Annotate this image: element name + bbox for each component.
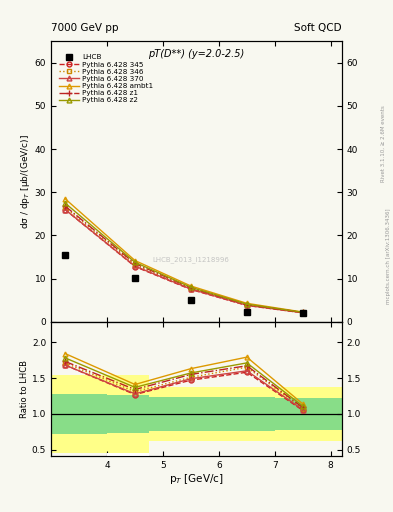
Y-axis label: dσ / dp$_T$ [μb/(GeV/c)]: dσ / dp$_T$ [μb/(GeV/c)]: [19, 134, 32, 229]
Text: mcplots.cern.ch [arXiv:1306.3436]: mcplots.cern.ch [arXiv:1306.3436]: [386, 208, 391, 304]
Text: Soft QCD: Soft QCD: [294, 23, 342, 33]
Text: pT(D**) (y=2.0-2.5): pT(D**) (y=2.0-2.5): [149, 49, 244, 59]
Text: 7000 GeV pp: 7000 GeV pp: [51, 23, 119, 33]
X-axis label: p$_T$ [GeV/c]: p$_T$ [GeV/c]: [169, 472, 224, 486]
Legend: LHCB, Pythia 6.428 345, Pythia 6.428 346, Pythia 6.428 370, Pythia 6.428 ambt1, : LHCB, Pythia 6.428 345, Pythia 6.428 346…: [58, 53, 155, 105]
Text: Rivet 3.1.10, ≥ 2.6M events: Rivet 3.1.10, ≥ 2.6M events: [381, 105, 386, 182]
Text: LHCB_2013_I1218996: LHCB_2013_I1218996: [152, 257, 229, 264]
Y-axis label: Ratio to LHCB: Ratio to LHCB: [20, 360, 29, 418]
